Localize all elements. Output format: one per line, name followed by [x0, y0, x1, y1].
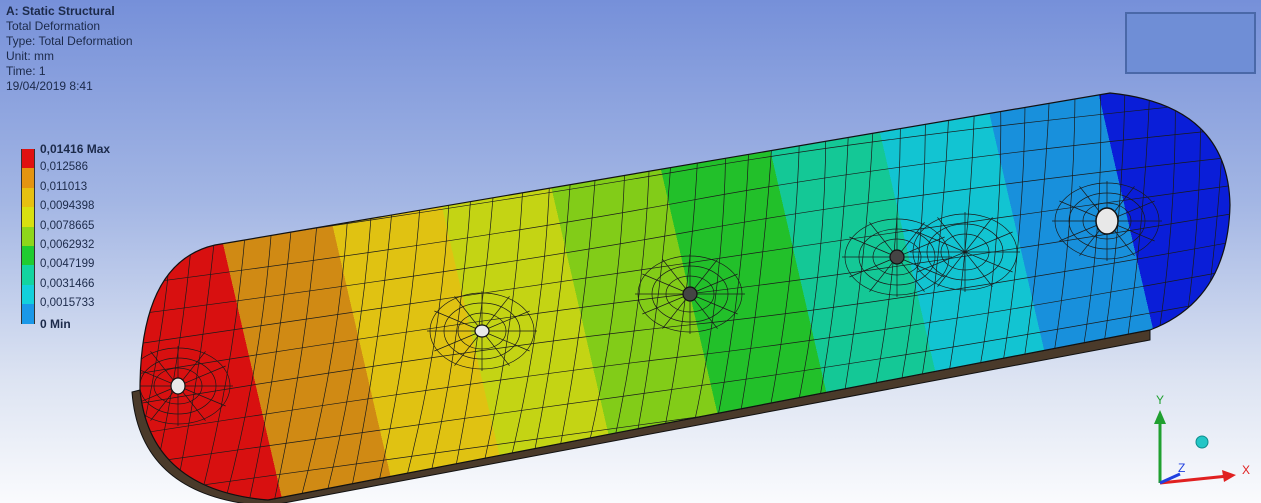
mesh-line — [454, 296, 483, 332]
mesh-line — [481, 330, 530, 352]
legend-swatch — [21, 226, 35, 246]
z-axis-line — [1159, 472, 1181, 485]
mesh-line — [177, 385, 226, 407]
axis-triad[interactable]: Y X Z — [1128, 388, 1258, 498]
legend-label: 0,0094398 — [40, 200, 95, 213]
hole-1 — [170, 377, 186, 395]
mesh-line — [642, 293, 691, 315]
mesh-line — [896, 256, 945, 278]
legend-label: 0,0062932 — [40, 239, 95, 251]
mesh-line — [177, 365, 226, 387]
analysis-title: A: Static Structural — [6, 4, 115, 18]
mesh-line — [454, 330, 483, 366]
mesh-line — [140, 268, 1230, 436]
legend-label: 0,0078665 — [40, 219, 95, 232]
result-info-panel: A: Static Structural Total Deformation T… — [6, 4, 133, 94]
mesh-line — [140, 155, 1230, 316]
mesh-line — [917, 251, 966, 273]
legend-swatch — [21, 265, 35, 285]
x-axis-label: X — [1242, 463, 1250, 477]
legend-label: 0 Min — [40, 316, 71, 331]
legend-swatch — [21, 284, 35, 305]
legend-label: 0,0015733 — [40, 297, 95, 310]
x-axis-line — [1159, 474, 1229, 485]
mesh-line — [642, 273, 691, 295]
mesh-line — [481, 330, 510, 366]
isometric-view-ball[interactable] — [1195, 435, 1209, 449]
mesh-line — [937, 251, 966, 287]
mesh-line — [140, 385, 179, 407]
mesh-line — [481, 310, 530, 332]
mesh-line — [849, 256, 898, 278]
hole-5 — [1095, 207, 1119, 235]
mesh-line — [140, 127, 1230, 286]
hole-2 — [474, 324, 490, 338]
mesh-line — [481, 296, 510, 332]
result-unit: Unit: mm — [6, 49, 54, 63]
mesh-line — [689, 273, 738, 295]
mesh-line — [937, 217, 966, 253]
y-axis-arrow — [1154, 410, 1166, 424]
mesh-line — [917, 231, 966, 253]
legend-swatch — [21, 304, 35, 324]
x-axis-arrow — [1222, 470, 1236, 482]
result-name: Total Deformation — [6, 19, 101, 33]
z-axis-label: Z — [1178, 461, 1185, 475]
legend-label: 0,0047199 — [40, 258, 95, 271]
mesh-line — [140, 99, 1230, 256]
mesh-line — [434, 310, 483, 332]
hole-4 — [889, 249, 905, 265]
legend-swatch — [21, 207, 35, 227]
mesh-line — [964, 231, 1013, 253]
legend-label: 0,01416 Max — [40, 142, 111, 156]
holes — [170, 207, 1119, 395]
mesh-line — [964, 251, 1013, 273]
mesh-line — [434, 330, 483, 352]
legend-swatch — [21, 187, 35, 208]
legend-swatch — [21, 149, 35, 169]
mesh-line — [140, 365, 179, 387]
mesh-line — [140, 93, 151, 500]
legend-label: 0,012586 — [40, 161, 88, 174]
preview-window[interactable] — [1125, 12, 1256, 74]
hole-3 — [682, 286, 698, 302]
legend-label: 0,011013 — [40, 180, 88, 193]
y-axis-label: Y — [1156, 393, 1164, 407]
legend-swatch — [21, 168, 35, 188]
mesh-line — [849, 236, 898, 258]
legend-label: 0,0031466 — [40, 277, 95, 290]
result-time: Time: 1 — [6, 64, 46, 78]
result-timestamp: 19/04/2019 8:41 — [6, 79, 93, 93]
mesh-line — [964, 251, 993, 287]
mesh-line — [964, 217, 993, 253]
result-type: Type: Total Deformation — [6, 34, 133, 48]
legend-swatch — [21, 246, 35, 266]
mesh-line — [689, 293, 738, 315]
